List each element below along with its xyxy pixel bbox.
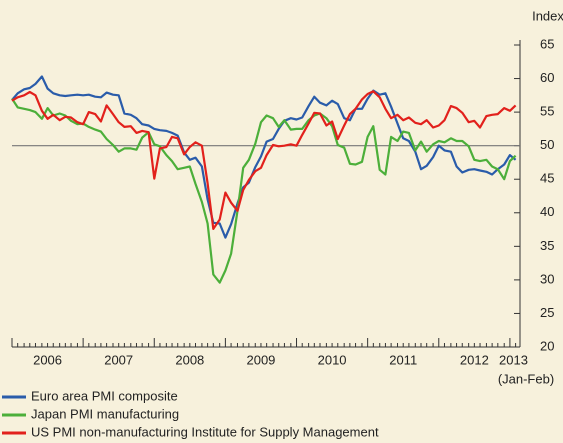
x-tick-label: 2011 — [389, 352, 417, 367]
y-tick-label: 65 — [540, 36, 554, 51]
y-tick-label: 50 — [540, 137, 554, 152]
y-tick-label: 25 — [540, 305, 554, 320]
x-tick-label: 2006 — [33, 352, 62, 367]
y-tick-label: 30 — [540, 271, 554, 286]
series-line — [11, 90, 517, 230]
y-tick-label: 40 — [540, 204, 554, 219]
series-line — [11, 98, 517, 284]
x-tick-label: 2010 — [318, 352, 347, 367]
x-note: (Jan-Feb) — [498, 371, 554, 386]
y-tick-label: 45 — [540, 171, 554, 186]
x-tick-label: 2012 — [460, 352, 489, 367]
legend-label: Japan PMI manufacturing — [31, 406, 179, 421]
y-tick-label: 55 — [540, 104, 554, 119]
legend-label: US PMI non-manufacturing Institute for S… — [31, 424, 379, 439]
x-tick-label: 2009 — [246, 352, 275, 367]
x-tick-label: 2008 — [175, 352, 204, 367]
y-tick-label: 20 — [540, 338, 554, 353]
y-axis-label: Index — [532, 8, 563, 23]
legend-label: Euro area PMI composite — [31, 388, 178, 403]
x-tick-label: 2013 — [499, 352, 528, 367]
y-tick-label: 35 — [540, 238, 554, 253]
y-tick-label: 60 — [540, 70, 554, 85]
series-line — [11, 75, 517, 239]
x-tick-label: 2007 — [104, 352, 133, 367]
